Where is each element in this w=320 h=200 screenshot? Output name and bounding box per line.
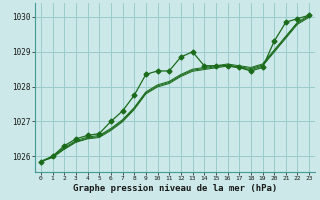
X-axis label: Graphe pression niveau de la mer (hPa): Graphe pression niveau de la mer (hPa) — [73, 184, 277, 193]
